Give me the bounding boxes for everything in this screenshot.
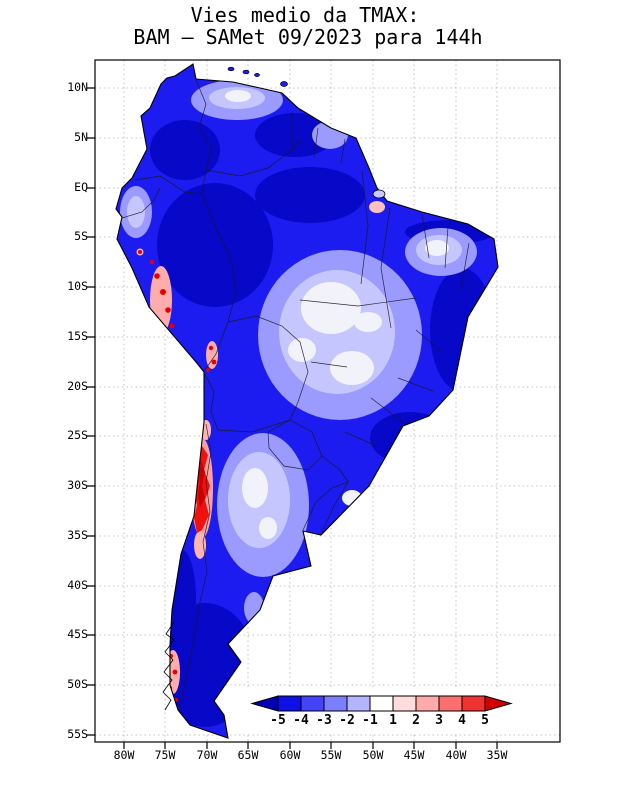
coastline (115, 63, 499, 739)
lat-label: 10N (67, 80, 88, 94)
lon-label: 55W (320, 748, 342, 762)
colorbar-tick-label: 5 (481, 713, 489, 728)
fjord-coast-detail (162, 621, 175, 711)
lon-label: 40W (445, 748, 467, 762)
colorbar-segment (438, 695, 463, 712)
colorbar-segment (323, 695, 348, 712)
colorbar-arrow-right (484, 695, 513, 712)
colorbar-segment (415, 695, 440, 712)
lon-label: 80W (113, 748, 135, 762)
lat-label: 5N (74, 130, 88, 144)
lat-label: 50S (67, 677, 88, 691)
colorbar-segment (346, 695, 371, 712)
lat-label: 35S (67, 528, 88, 542)
lat-label: 40S (67, 578, 88, 592)
lat-label: 55S (67, 727, 88, 741)
colorbar (250, 695, 513, 712)
colorbar-tick-label: -1 (362, 713, 378, 728)
lat-label: 45S (67, 627, 88, 641)
lon-label: 65W (237, 748, 259, 762)
colorbar-tick-label: 4 (458, 713, 466, 728)
lat-label: 5S (74, 229, 88, 243)
axis-ticks (87, 87, 498, 749)
lon-label: 60W (279, 748, 301, 762)
lon-label: 35W (486, 748, 508, 762)
bias-shading (116, 64, 498, 738)
colorbar-tick-label: 3 (435, 713, 443, 728)
lat-label: EQ (74, 180, 88, 194)
lat-label: 15S (67, 329, 88, 343)
figure-title-line-1: Vies medio da TMAX: (190, 3, 420, 27)
colorbar-segment (392, 695, 417, 712)
lon-label: 50W (362, 748, 384, 762)
colorbar-tick-label: -2 (339, 713, 355, 728)
figure-title-line-2: BAM – SAMet 09/2023 para 144h (133, 25, 483, 49)
colorbar-tick-label: -3 (316, 713, 332, 728)
lat-label: 20S (67, 379, 88, 393)
colorbar-tick-label: -4 (293, 713, 309, 728)
colorbar-tick-label: 2 (412, 713, 420, 728)
country-borders (121, 79, 470, 713)
lon-label: 70W (196, 748, 218, 762)
colorbar-segment (369, 695, 394, 712)
colorbar-segment (277, 695, 302, 712)
islands (227, 66, 386, 199)
colorbar-segment (300, 695, 325, 712)
plot-frame (94, 59, 561, 743)
colorbar-tick-label: 1 (389, 713, 397, 728)
colorbar-segment (461, 695, 486, 712)
lat-label: 25S (67, 428, 88, 442)
lat-label: 10S (67, 279, 88, 293)
lon-label: 45W (403, 748, 425, 762)
lon-label: 75W (154, 748, 176, 762)
colorbar-tick-label: -5 (270, 713, 286, 728)
lat-label: 30S (67, 478, 88, 492)
